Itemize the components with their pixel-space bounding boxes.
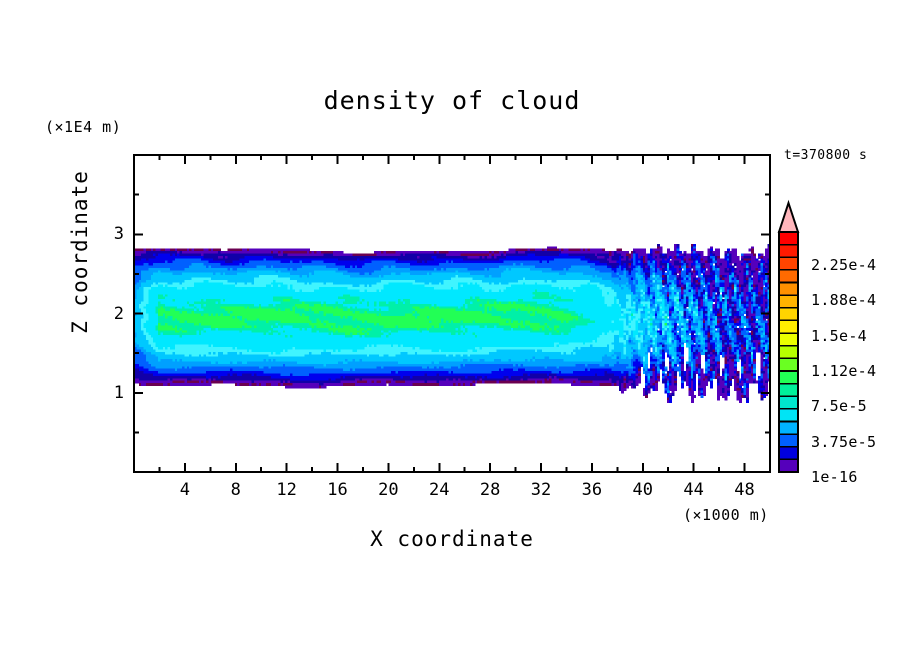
colorbar-tick-label: 7.5e-5 (811, 397, 867, 416)
colorbar-tick-label: 1.12e-4 (811, 362, 877, 380)
axis-frame (132, 153, 772, 474)
x-tick-label: 32 (530, 480, 552, 500)
colorbar-tick-label: 1.5e-4 (811, 326, 867, 345)
x-tick-label: 48 (734, 480, 755, 500)
x-axis-title: X coordinate (370, 527, 534, 551)
x-tick-label: 20 (378, 480, 399, 500)
y-tick-label: 2 (113, 303, 124, 324)
x-tick-label: 8 (230, 480, 241, 500)
x-tick-label: 28 (479, 480, 501, 500)
y-tick-label: 1 (113, 382, 124, 403)
page-title: density of cloud (323, 86, 581, 115)
y-axis-unit-label: (×1E4 m) (45, 118, 122, 136)
x-tick-label: 40 (632, 480, 654, 500)
colorbar-tick-label: 1e-16 (811, 468, 858, 486)
x-tick-label: 44 (683, 480, 704, 500)
y-axis-title: Z coordinate (68, 170, 92, 334)
x-tick-label: 4 (179, 480, 190, 500)
colorbar-tick-label: 2.25e-4 (811, 256, 877, 274)
y-tick-label: 3 (113, 224, 124, 245)
time-annotation: t=370800 s (784, 148, 868, 163)
colorbar-tick-label: 1.88e-4 (811, 291, 877, 310)
x-tick-label: 16 (327, 480, 348, 500)
x-tick-label: 12 (276, 480, 297, 500)
colorbar-tick-label: 3.75e-5 (811, 432, 877, 451)
x-tick-label: 36 (581, 480, 603, 500)
x-tick-label: 24 (429, 480, 450, 500)
x-axis-unit-label: (×1000 m) (683, 506, 769, 524)
density-field (134, 243, 770, 403)
colorbar (777, 199, 800, 473)
